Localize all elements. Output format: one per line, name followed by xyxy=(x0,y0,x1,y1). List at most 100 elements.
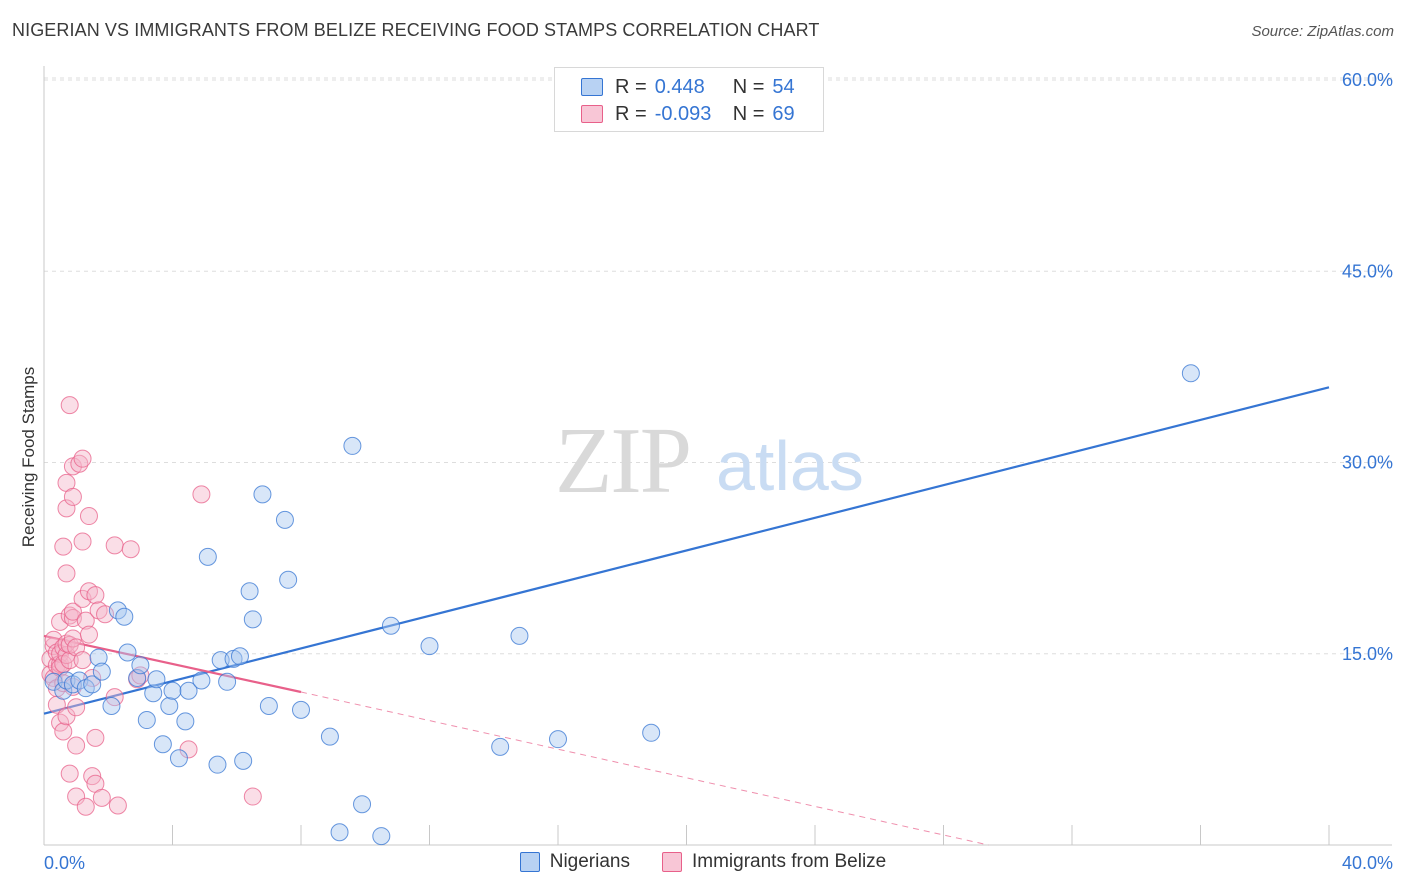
trend-lines xyxy=(43,386,1330,846)
axes xyxy=(43,66,1392,846)
watermark-atlas: atlas xyxy=(716,427,864,505)
data-point xyxy=(275,510,294,529)
data-point xyxy=(420,637,439,656)
data-point xyxy=(115,607,134,626)
data-point xyxy=(54,722,73,741)
data-point xyxy=(102,697,121,716)
data-point xyxy=(292,700,310,719)
data-point xyxy=(57,499,76,518)
y-tick-label: 60.0% xyxy=(1342,70,1393,90)
data-point xyxy=(144,684,163,703)
data-point xyxy=(549,730,567,749)
data-point xyxy=(243,787,262,806)
legend-n-value: 69 xyxy=(772,102,795,125)
data-point xyxy=(153,735,172,754)
data-point xyxy=(108,601,127,620)
legend-swatch-belize xyxy=(661,852,682,872)
data-point xyxy=(176,712,195,731)
points-immigrants-from-belize xyxy=(41,396,262,816)
data-point xyxy=(1181,364,1200,383)
data-point xyxy=(230,647,249,666)
y-tick-label: 45.0% xyxy=(1342,261,1393,281)
data-point xyxy=(192,671,211,690)
legend-r-value: -0.093 xyxy=(654,102,712,125)
data-point xyxy=(218,672,237,691)
legend-r-label: R = xyxy=(615,102,647,125)
data-point xyxy=(121,540,140,559)
x-tick-label: 40.0% xyxy=(1342,853,1393,873)
data-point xyxy=(60,764,79,783)
data-point xyxy=(86,728,105,747)
data-point xyxy=(83,675,102,694)
data-point xyxy=(642,723,661,742)
data-point xyxy=(491,737,510,756)
legend-row-belize: R = -0.093 N = 69 xyxy=(581,101,795,127)
data-point xyxy=(381,616,400,635)
x-tick-label: 0.0% xyxy=(44,853,85,873)
data-point xyxy=(163,681,182,700)
trend-extension-pink xyxy=(300,691,989,846)
data-point xyxy=(67,736,86,755)
points-nigerians xyxy=(44,364,1200,846)
data-point xyxy=(243,610,262,629)
data-point xyxy=(54,674,73,693)
data-point xyxy=(253,485,272,504)
legend-label-nigerians: Nigerians xyxy=(549,851,630,872)
data-point xyxy=(259,697,278,716)
data-point xyxy=(63,487,82,506)
legend-swatch-nigerians xyxy=(581,78,603,96)
data-point xyxy=(320,727,339,746)
chart-title: NIGERIAN VS IMMIGRANTS FROM BELIZE RECEI… xyxy=(12,20,820,40)
data-point xyxy=(79,507,98,526)
legend-row-nigerians: R = 0.448 N = 54 xyxy=(581,74,795,100)
data-point xyxy=(131,656,150,675)
data-point xyxy=(70,454,89,473)
data-point xyxy=(118,643,137,662)
legend-swatch-nigerians xyxy=(519,852,540,872)
data-point xyxy=(353,795,372,814)
legend-item-belize[interactable]: Immigrants from Belize xyxy=(661,851,886,873)
data-point xyxy=(73,449,92,468)
data-point xyxy=(54,537,73,556)
data-point xyxy=(234,751,253,770)
legend-r-label: R = xyxy=(615,75,647,98)
data-point xyxy=(92,788,111,807)
data-point xyxy=(192,485,211,504)
data-point xyxy=(63,602,82,621)
legend-n-label: N = xyxy=(732,102,765,125)
data-point xyxy=(198,547,217,566)
data-point xyxy=(73,532,92,551)
y-tick-label: 30.0% xyxy=(1342,453,1393,473)
data-point xyxy=(57,564,76,583)
legend-n-label: N = xyxy=(732,75,765,98)
data-point xyxy=(330,823,349,842)
data-point xyxy=(137,711,156,730)
y-tick-label: 15.0% xyxy=(1342,644,1393,664)
data-point xyxy=(108,796,127,815)
legend-n-value: 54 xyxy=(772,75,795,98)
legend-r-value: 0.448 xyxy=(654,75,705,98)
data-point xyxy=(208,755,227,774)
legend-swatch-belize xyxy=(581,105,603,123)
data-point xyxy=(76,797,95,816)
data-point xyxy=(105,536,124,555)
data-point xyxy=(147,670,166,689)
watermark: ZIP atlas xyxy=(555,409,864,513)
data-point xyxy=(54,681,73,700)
data-point xyxy=(343,436,362,455)
data-point xyxy=(86,586,105,605)
data-point xyxy=(240,582,259,601)
data-point xyxy=(79,625,98,644)
watermark-zip: ZIP xyxy=(555,409,690,513)
data-point xyxy=(169,749,188,768)
trend-line-pink xyxy=(43,634,302,694)
legend-item-nigerians[interactable]: Nigerians xyxy=(519,851,630,873)
data-point xyxy=(60,396,79,415)
correlation-legend: R = 0.448 N = 54 R = -0.093 N = 69 xyxy=(554,67,824,132)
data-point xyxy=(211,651,230,670)
data-point xyxy=(510,626,529,645)
tick-labels: 15.0% 30.0% 45.0% 60.0% 0.0% 40.0% xyxy=(44,70,1393,873)
series-legend: Nigerians Immigrants from Belize xyxy=(0,851,1406,873)
data-point xyxy=(73,651,92,670)
